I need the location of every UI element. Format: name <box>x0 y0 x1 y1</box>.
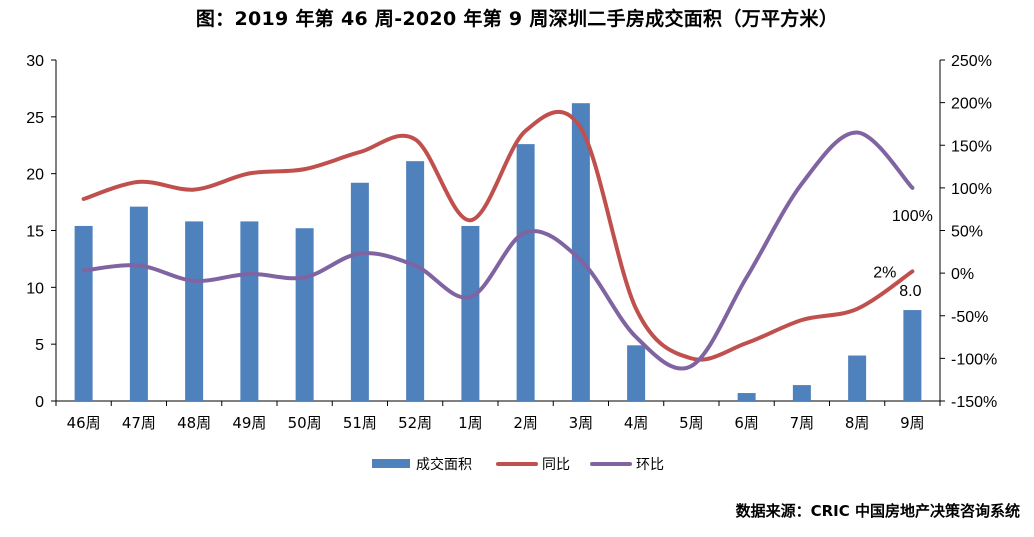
legend: 成交面积 同比 环比 <box>372 456 664 473</box>
y-right-tick-label: 0% <box>951 266 974 283</box>
bar <box>406 161 425 401</box>
bar <box>792 385 811 401</box>
bar <box>571 103 590 402</box>
y-right-tick-label: -100% <box>951 351 997 368</box>
x-tick-label: 9周 <box>900 414 925 432</box>
y-left-tick-label: 15 <box>26 224 44 241</box>
x-tick-label: 8周 <box>845 414 870 432</box>
bar <box>240 221 259 401</box>
x-tick-label: 50周 <box>288 414 322 432</box>
y-left-tick-label: 0 <box>35 394 44 411</box>
legend-label: 环比 <box>636 457 664 473</box>
legend-label: 成交面积 <box>416 456 472 473</box>
x-tick-label: 49周 <box>232 414 266 432</box>
x-tick-label: 2周 <box>513 414 538 432</box>
x-tick-label: 7周 <box>790 414 815 432</box>
y-right-tick-label: 100% <box>951 181 992 198</box>
bar <box>627 345 646 401</box>
x-tick-label: 51周 <box>343 414 377 432</box>
bar <box>516 144 535 401</box>
y-left-tick-label: 20 <box>26 167 44 184</box>
bar <box>350 182 369 401</box>
bar <box>74 225 93 401</box>
y-left-tick-label: 10 <box>26 280 44 297</box>
y-right-tick-label: 150% <box>951 138 992 155</box>
y-right-tick-label: 250% <box>951 53 992 70</box>
bar-series <box>74 103 922 402</box>
bar <box>295 228 314 401</box>
axes: 0 5 10 15 20 25 30 -150% -100% -50% 0% 50% 100% 150% 2… <box>26 53 997 432</box>
data-labels: 8.02% 100% <box>873 208 933 300</box>
chart-title: 图：2019 年第 46 周-2020 年第 9 周深圳二手房成交面积（万平方米… <box>195 8 839 30</box>
bar <box>848 355 867 401</box>
yoy-data-label: 2% <box>873 264 896 281</box>
x-tick-label: 5周 <box>679 414 704 432</box>
bar <box>737 393 756 401</box>
line-series <box>81 109 915 371</box>
y-left-tick-label: 30 <box>26 53 44 70</box>
bar <box>185 221 204 401</box>
x-tick-label: 6周 <box>734 414 759 432</box>
y-left-tick-label: 5 <box>35 337 44 354</box>
y-right-tick-label: -50% <box>951 309 988 326</box>
x-tick-label: 52周 <box>398 414 432 432</box>
y-left-tick-label: 25 <box>26 110 44 127</box>
x-tick-label: 47周 <box>122 414 156 432</box>
yoy-line <box>81 109 915 362</box>
y-right-tick-label: 200% <box>951 96 992 113</box>
mom-data-label: 100% <box>892 208 933 225</box>
y-right-tick-label: 50% <box>951 224 983 241</box>
x-tick-label: 1周 <box>458 414 483 432</box>
bar <box>461 225 480 401</box>
y-right-tick-label: -150% <box>951 394 997 411</box>
x-tick-label: 46周 <box>67 414 101 432</box>
bar <box>903 310 922 401</box>
x-tick-label: 4周 <box>624 414 649 432</box>
mom-line <box>81 130 915 371</box>
x-tick-label: 3周 <box>569 414 594 432</box>
legend-label: 同比 <box>542 457 570 473</box>
x-tick-label: 48周 <box>177 414 211 432</box>
bar <box>129 206 148 401</box>
legend-swatch-bar <box>372 459 410 468</box>
bar-data-label: 8.0 <box>899 283 921 300</box>
source-note: 数据来源：CRIC 中国房地产决策咨询系统 <box>735 502 1020 520</box>
